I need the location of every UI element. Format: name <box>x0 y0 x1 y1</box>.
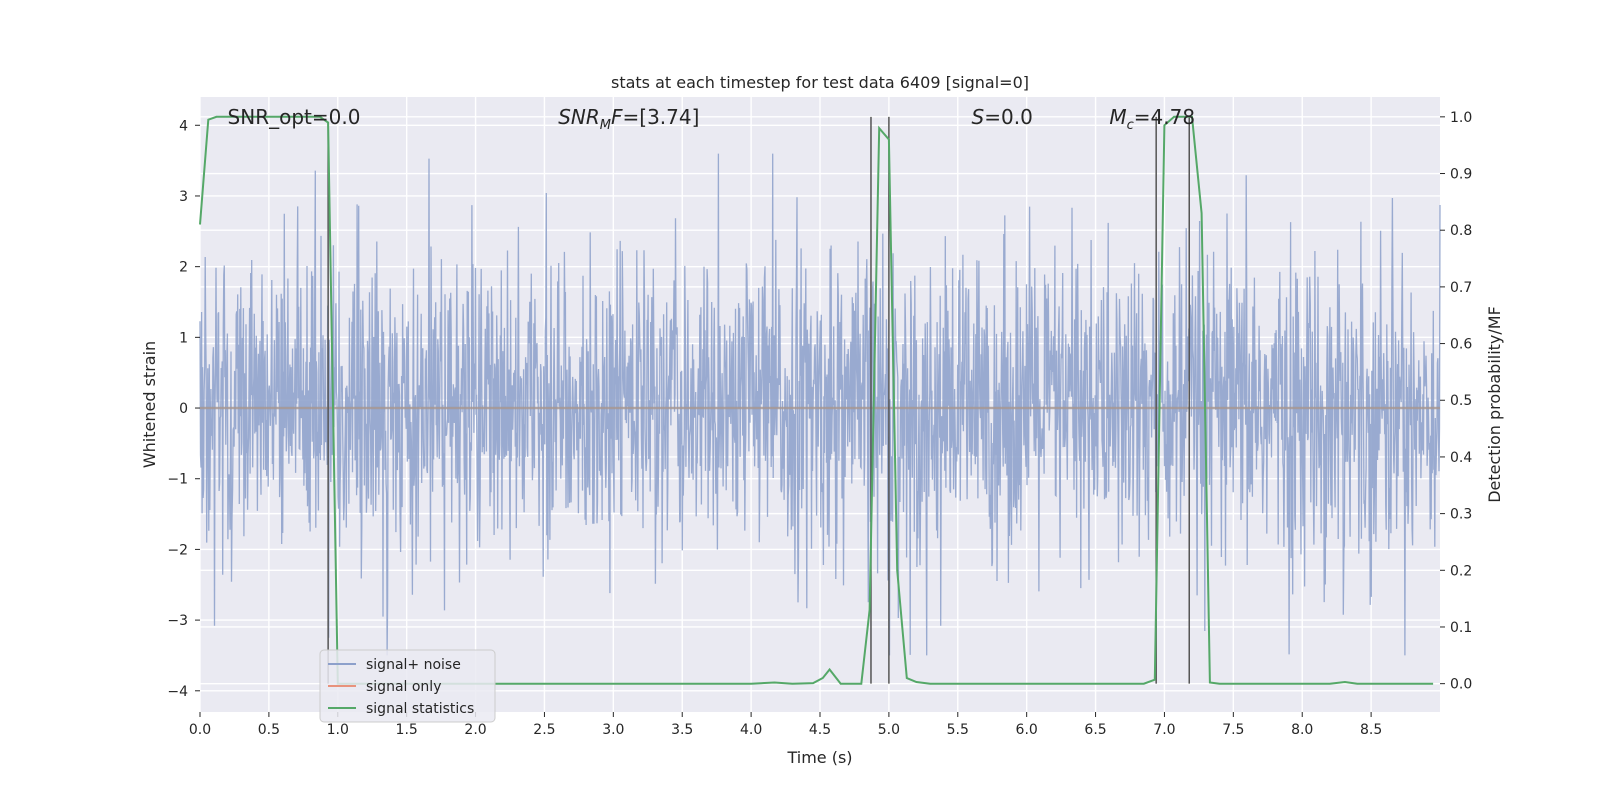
x-tick-label: 4.5 <box>809 722 831 738</box>
y2-tick-label: 0.6 <box>1450 337 1472 353</box>
y2-tick-label: 0.1 <box>1450 620 1472 636</box>
x-tick-label: 7.0 <box>1153 722 1175 738</box>
y2-tick-label: 0.3 <box>1450 507 1472 523</box>
x-tick-label: 5.5 <box>947 722 969 738</box>
x-tick-label: 8.0 <box>1291 722 1313 738</box>
y2-tick-label: 0.9 <box>1450 167 1472 183</box>
x-tick-label: 1.0 <box>327 722 349 738</box>
y-tick-label: 1 <box>179 330 188 346</box>
annotations: SNR_opt=0.0 SNRMF=[3.74] S=0.0 Mc=4.78 <box>228 105 1195 133</box>
legend: signal+ noise signal only signal statistic… <box>319 649 496 723</box>
x-tick-label: 8.5 <box>1360 722 1382 738</box>
y2-tick-label: 0.2 <box>1450 563 1472 579</box>
legend-box <box>319 649 496 723</box>
y-axis-label: Whitened strain <box>140 341 159 468</box>
x-tick-label: 0.5 <box>258 722 280 738</box>
x-tick-label: 5.0 <box>878 722 900 738</box>
legend-label: signal statistics <box>366 701 474 717</box>
y-ticks: −4 −3 −2 −1 0 1 2 3 4 <box>167 118 200 700</box>
y2-axis-label: Detection probability/MF <box>1485 306 1504 503</box>
y-tick-label: 0 <box>179 401 188 417</box>
x-tick-label: 2.5 <box>533 722 555 738</box>
y2-tick-label: 1.0 <box>1450 110 1472 126</box>
statistics-line <box>199 115 1434 685</box>
y2-tick-label: 0.0 <box>1450 677 1472 693</box>
y-tick-label: −3 <box>167 613 188 629</box>
x-axis-label: Time (s) <box>786 748 852 767</box>
y-tick-label: 3 <box>179 189 188 205</box>
y2-tick-label: 0.5 <box>1450 393 1472 409</box>
y-tick-label: 2 <box>179 260 188 276</box>
statistics-series <box>199 115 1434 685</box>
x-tick-label: 6.5 <box>1084 722 1106 738</box>
annotation-2: S=0.0 <box>972 105 1033 129</box>
x-tick-label: 1.5 <box>396 722 418 738</box>
noise-series <box>199 153 1441 656</box>
noise-line <box>199 153 1441 656</box>
legend-label: signal+ noise <box>366 657 461 673</box>
x-tick-label: 4.0 <box>740 722 762 738</box>
y-tick-label: −1 <box>167 472 188 488</box>
x-ticks: 0.0 0.5 1.0 1.5 2.0 2.5 3.0 3.5 4.0 4.5 5.0 5.5 6.0 6… <box>189 712 1382 738</box>
x-tick-label: 7.5 <box>1222 722 1244 738</box>
annotation-1: SNRMF=[3.74] <box>558 105 699 133</box>
x-tick-label: 6.0 <box>1016 722 1038 738</box>
annotation-0: SNR_opt=0.0 <box>228 105 361 129</box>
chart-title: stats at each timestep for test data 640… <box>611 73 1029 92</box>
x-tick-label: 3.0 <box>602 722 624 738</box>
x-tick-label: 0.0 <box>189 722 211 738</box>
annotation-3: Mc=4.78 <box>1109 105 1195 133</box>
y2-tick-label: 0.7 <box>1450 280 1472 296</box>
x-tick-label: 3.5 <box>671 722 693 738</box>
y2-ticks: 0.0 0.1 0.2 0.3 0.4 0.5 0.6 0.7 0.8 0.9 1.0 <box>1440 110 1472 693</box>
legend-label: signal only <box>366 679 441 695</box>
y2-tick-label: 0.4 <box>1450 450 1472 466</box>
y-tick-label: 4 <box>179 118 188 134</box>
y-tick-label: −4 <box>167 684 188 700</box>
x-tick-label: 2.0 <box>464 722 486 738</box>
y2-tick-label: 0.8 <box>1450 223 1472 239</box>
y-tick-label: −2 <box>167 542 188 558</box>
